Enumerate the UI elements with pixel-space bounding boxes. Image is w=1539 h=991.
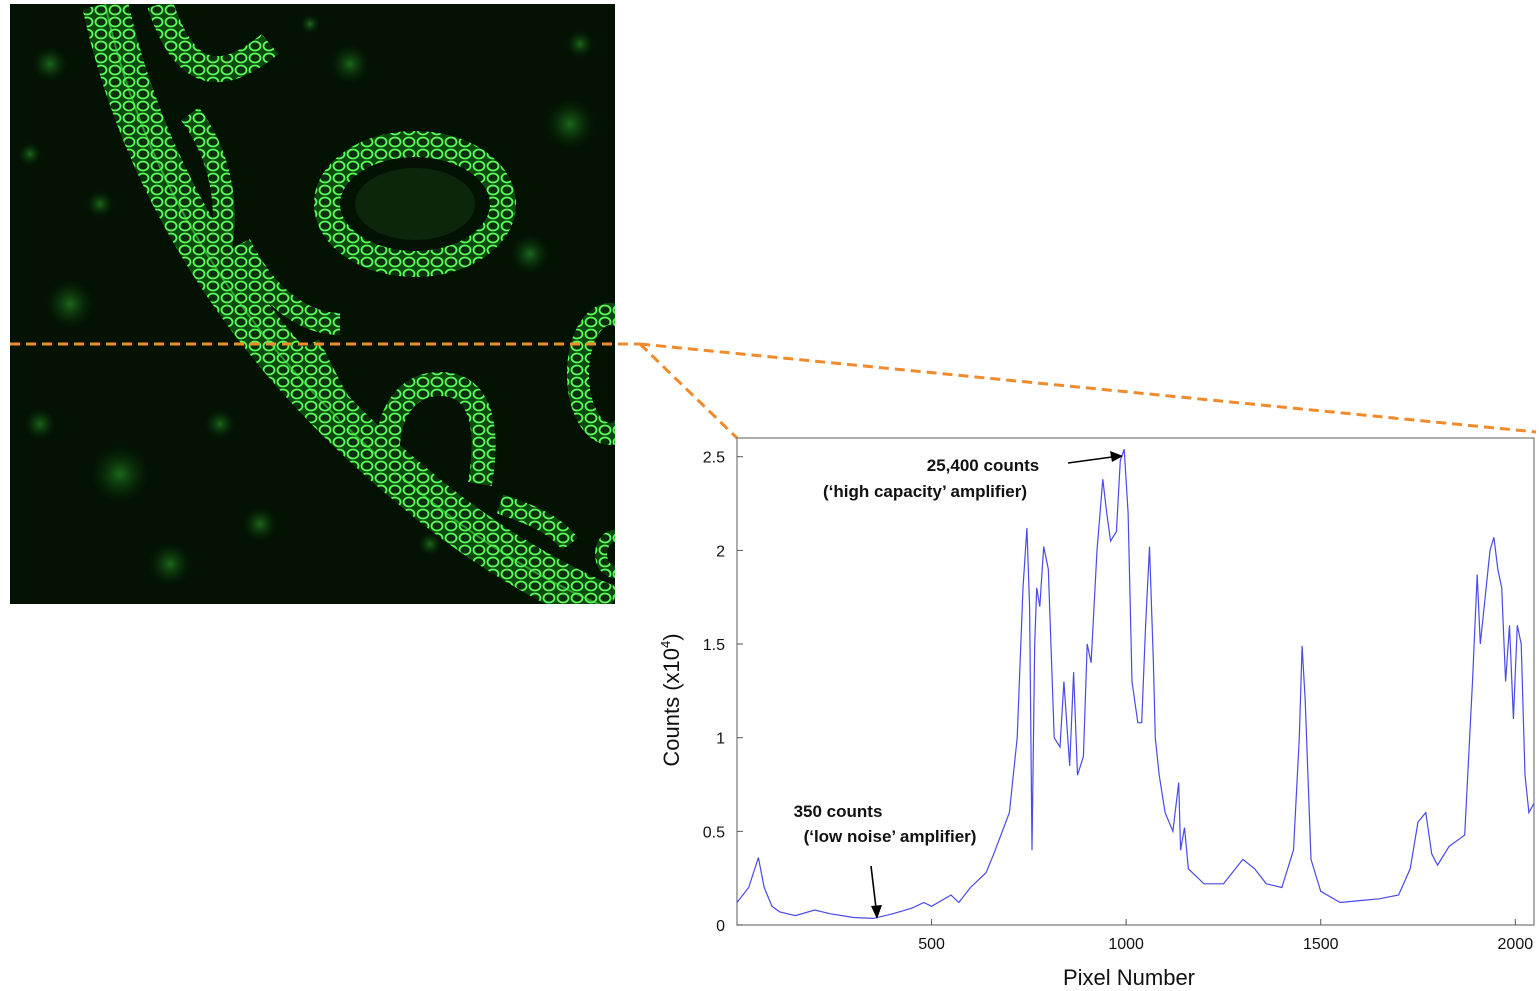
zoom-guide-lower [638, 342, 739, 440]
annotation-high-capacity: 25,400 counts (‘high capacity’ amplifier… [823, 451, 1123, 501]
background-specks [18, 14, 596, 586]
tick-labels: 500 1000 1500 2000 0 0.5 1 1.5 2 2.5 [703, 450, 1533, 953]
y-axis-title-exponent: 4 [658, 641, 673, 648]
y-tick-label: 2 [716, 543, 725, 560]
annotation-high-arrow [1067, 456, 1113, 464]
cell-bands [82, 4, 615, 604]
y-tick-label: 0.5 [703, 824, 725, 841]
annotation-low-line1: 350 counts [794, 802, 883, 821]
x-tick-label: 1000 [1108, 936, 1144, 953]
plot-frame [736, 437, 1535, 926]
y-tick-label: 0 [716, 918, 725, 935]
y-axis-title: Counts (x104) [658, 633, 684, 766]
y-tick-label: 1 [716, 731, 725, 748]
micrograph-image [10, 4, 615, 604]
x-axis-title: Pixel Number [1063, 965, 1195, 990]
x-tick-label: 2000 [1498, 936, 1534, 953]
annotation-low-line2: (‘low noise’ amplifier) [804, 827, 977, 846]
y-tick-label: 2.5 [703, 450, 725, 467]
annotation-low-noise: 350 counts (‘low noise’ amplifier) [794, 802, 977, 919]
fluorescence-micrograph [10, 4, 615, 604]
x-tick-label: 1500 [1303, 936, 1339, 953]
axis-ticks [737, 456, 1516, 926]
annotation-high-line2: (‘high capacity’ amplifier) [823, 482, 1027, 501]
y-tick-label: 1.5 [703, 637, 725, 654]
x-tick-label: 500 [918, 936, 945, 953]
annotation-low-arrow [870, 865, 877, 909]
zoom-guide-upper [639, 342, 1537, 434]
annotation-low-arrowhead [871, 905, 882, 919]
annotation-high-arrowhead [1110, 451, 1123, 462]
series-line [736, 449, 1535, 920]
annotation-high-line1: 25,400 counts [927, 456, 1039, 475]
